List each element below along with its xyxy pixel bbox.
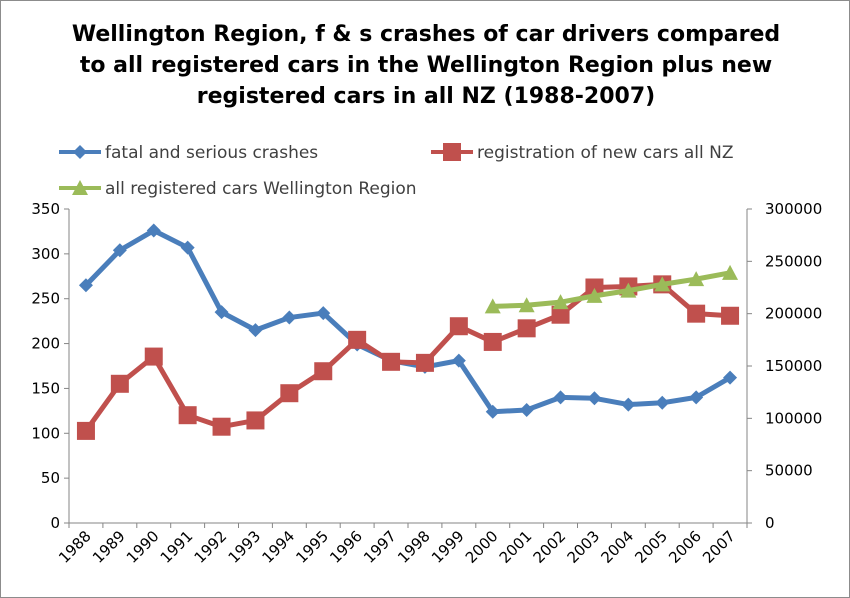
series-2-point xyxy=(144,347,163,366)
series-1-point xyxy=(519,402,534,417)
y-left-tick-label: 150 xyxy=(31,379,60,397)
series-1-point xyxy=(723,370,738,385)
x-tick-label: 2007 xyxy=(699,527,739,567)
x-tick-label: 2006 xyxy=(665,527,705,567)
series-2-point xyxy=(348,330,367,349)
series-3-point xyxy=(552,294,569,310)
series-1-point xyxy=(451,353,466,368)
x-tick-label: 1996 xyxy=(326,527,366,567)
legend-label-3: all registered cars Wellington Region xyxy=(105,179,417,199)
y-right-tick-label: 250000 xyxy=(765,252,822,270)
series-2-point xyxy=(212,417,231,436)
series-2-point xyxy=(551,305,570,324)
series-2-point xyxy=(382,352,401,371)
x-tick-label: 2000 xyxy=(462,527,502,567)
x-tick-label: 2004 xyxy=(597,527,637,567)
x-tick-label: 1989 xyxy=(89,527,129,567)
series-1-point xyxy=(587,391,602,406)
series-2-point xyxy=(449,317,468,336)
series-line-1 xyxy=(84,228,732,415)
series-1-point xyxy=(485,404,500,419)
series-3-point xyxy=(586,287,603,303)
legend-marker-2 xyxy=(443,143,461,161)
x-tick-label: 2005 xyxy=(631,527,671,567)
series-2-point xyxy=(280,384,299,403)
x-tick-label: 1995 xyxy=(292,527,332,567)
x-tick-label: 2003 xyxy=(564,527,604,567)
series-2-point xyxy=(314,362,333,381)
y-right-tick-label: 300000 xyxy=(765,200,822,218)
series-3-point xyxy=(722,264,739,280)
x-tick-label: 1992 xyxy=(191,527,231,567)
x-tick-label: 1994 xyxy=(258,527,298,567)
legend-label-2: registration of new cars all NZ xyxy=(477,143,733,163)
x-tick-label: 1998 xyxy=(394,527,434,567)
series-3-point xyxy=(654,276,671,292)
series-1-point xyxy=(214,305,229,320)
x-tick-label: 2002 xyxy=(530,527,570,567)
series-3-point xyxy=(518,297,535,313)
legend-marker-1 xyxy=(73,145,87,159)
y-left-tick-label: 350 xyxy=(31,200,60,218)
series-2-point xyxy=(687,304,706,323)
chart-title-line-3: registered cars in all NZ (1988-2007) xyxy=(196,84,656,109)
series-2-point xyxy=(517,319,536,338)
series-2-point xyxy=(178,406,197,425)
y-right-tick-label: 100000 xyxy=(765,409,822,427)
y-right-tick-label: 150000 xyxy=(765,357,822,375)
series-1-point xyxy=(78,278,93,293)
y-left-tick-label: 300 xyxy=(31,245,60,263)
x-tick-label: 1993 xyxy=(225,527,265,567)
series-1-point xyxy=(621,397,636,412)
series-1-point xyxy=(553,390,568,405)
chart-title: Wellington Region, f & s crashes of car … xyxy=(41,19,811,112)
series-2-point xyxy=(110,374,129,393)
series-1-point xyxy=(689,390,704,405)
x-tick-label: 2001 xyxy=(496,527,536,567)
series-1-point xyxy=(282,310,297,325)
chart-title-line-2: to all registered cars in the Wellington… xyxy=(79,53,773,78)
y-left-tick-label: 50 xyxy=(41,469,60,487)
series-1-point xyxy=(248,323,263,338)
y-right-tick-label: 200000 xyxy=(765,305,822,323)
series-line-3 xyxy=(492,270,731,309)
series-2-point xyxy=(76,421,95,440)
series-2-point xyxy=(246,411,265,430)
series-3-point xyxy=(620,282,637,298)
series-2-point xyxy=(721,306,740,325)
series-3-point xyxy=(484,298,501,314)
x-tick-label: 1988 xyxy=(55,527,95,567)
chart-title-line-1: Wellington Region, f & s crashes of car … xyxy=(71,22,781,47)
series-2-point xyxy=(415,353,434,372)
series-2-point xyxy=(483,332,502,351)
y-left-tick-label: 250 xyxy=(31,290,60,308)
y-left-tick-label: 100 xyxy=(31,424,60,442)
series-3-point xyxy=(688,271,705,287)
series-1-point xyxy=(180,240,195,255)
y-left-tick-label: 0 xyxy=(50,514,60,532)
x-tick-label: 1991 xyxy=(157,527,197,567)
series-1-point xyxy=(146,223,161,238)
y-right-tick-label: 50000 xyxy=(765,462,813,480)
x-tick-label: 1997 xyxy=(360,527,400,567)
x-tick-label: 1990 xyxy=(123,527,163,567)
legend-marker-3 xyxy=(72,180,88,195)
y-right-tick-label: 0 xyxy=(765,514,775,532)
series-1-point xyxy=(112,243,127,258)
series-1-point xyxy=(655,395,670,410)
series-1-point xyxy=(316,306,331,321)
series-2-point xyxy=(585,278,604,297)
y-left-tick-label: 200 xyxy=(31,335,60,353)
x-tick-label: 1999 xyxy=(428,527,468,567)
legend-label-1: fatal and serious crashes xyxy=(105,143,318,163)
